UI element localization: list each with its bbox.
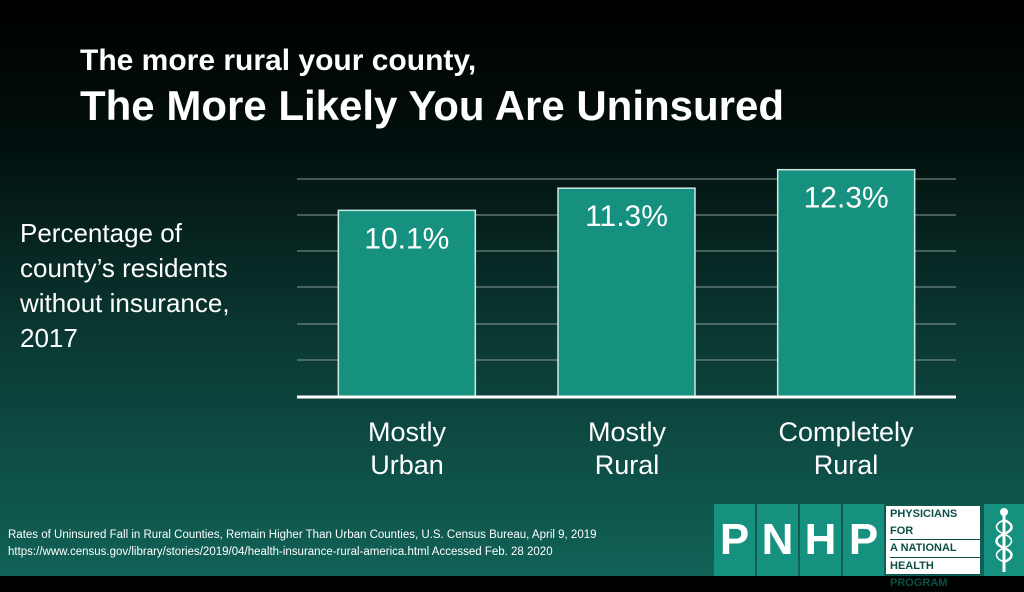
bar-mostly-rural — [557, 187, 696, 398]
data-label: 11.3% — [585, 200, 668, 233]
logo-letter: H — [800, 504, 841, 576]
category-label-line: Mostly — [587, 417, 666, 447]
chart-subtitle: The more rural your county, — [80, 44, 477, 77]
category-label-completely-rural: Completely Rural — [746, 416, 946, 482]
y-axis-label-line: Percentage of — [20, 218, 182, 248]
logo-letter: P — [843, 504, 884, 576]
data-label: 12.3% — [804, 182, 889, 215]
logo-letter: N — [757, 504, 798, 576]
bar-completely-rural — [776, 168, 916, 398]
logo-letter: P — [714, 504, 755, 576]
logo-text-line: A NATIONAL — [890, 540, 980, 558]
category-label-mostly-rural: Mostly Rural — [527, 416, 727, 482]
pnhp-logo: P N H P PHYSICIANS FOR A NATIONAL HEALTH… — [714, 504, 1024, 589]
category-label-line: Rural — [813, 450, 879, 480]
logo-text-line: PHYSICIANS FOR — [890, 506, 980, 540]
category-label-line: Completely — [778, 417, 914, 447]
bar-mostly-urban — [337, 209, 477, 398]
category-label-line: Mostly — [367, 417, 446, 447]
y-axis-label-line: without insurance, — [20, 288, 230, 318]
caduceus-icon — [984, 504, 1024, 576]
category-label-line: Urban — [370, 450, 444, 480]
category-label-mostly-urban: Mostly Urban — [307, 416, 507, 482]
y-axis-label-line: 2017 — [20, 323, 78, 353]
logo-wordmark: PHYSICIANS FOR A NATIONAL HEALTH PROGRAM — [886, 506, 980, 589]
bar-chart: 10.1% 11.3% 12.3% — [297, 168, 956, 399]
logo-text-line: PROGRAM — [890, 577, 948, 589]
chart-title: The More Likely You Are Uninsured — [80, 82, 785, 129]
category-label-line: Rural — [594, 450, 660, 480]
source-url: https://www.census.gov/library/stories/2… — [8, 546, 553, 558]
logo-text-line: HEALTH — [890, 558, 980, 575]
y-axis-label: Percentage of county’s residents without… — [20, 216, 280, 356]
data-label: 10.1% — [364, 222, 449, 255]
source-line: Rates of Uninsured Fall in Rural Countie… — [8, 529, 597, 541]
source-citation: Rates of Uninsured Fall in Rural Countie… — [8, 527, 597, 561]
y-axis-label-line: county’s residents — [20, 253, 228, 283]
